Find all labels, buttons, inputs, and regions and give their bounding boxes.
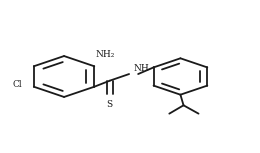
Text: NH: NH (133, 64, 149, 73)
Text: S: S (107, 100, 113, 109)
Text: NH₂: NH₂ (96, 50, 115, 60)
Text: Cl: Cl (12, 80, 22, 89)
